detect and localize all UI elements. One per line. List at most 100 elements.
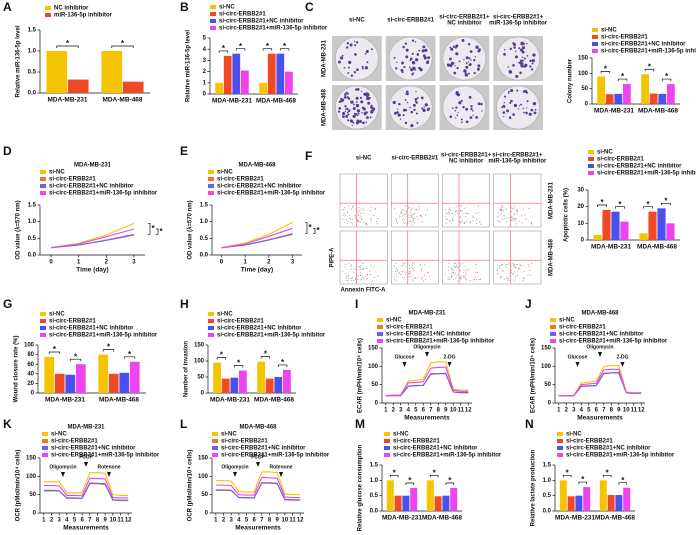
colony: [357, 121, 359, 124]
legend-swatch: [208, 170, 214, 174]
plate: [496, 36, 540, 81]
x-tick-label: 5: [73, 518, 77, 524]
panel-letter: D: [3, 144, 12, 158]
event-dot: [455, 210, 457, 212]
x-tick-label: 11: [458, 408, 465, 414]
event-dot: [478, 212, 480, 214]
event-dot: [513, 218, 515, 220]
event-dot: [412, 207, 414, 209]
colony: [473, 71, 476, 75]
y-tick-label: 0.0: [200, 253, 209, 259]
event-dot: [359, 268, 361, 270]
event-dot: [363, 209, 365, 211]
event-dot: [413, 277, 415, 279]
event-dot: [460, 205, 462, 207]
significance-star: *: [128, 350, 132, 359]
x-tick-label: 2: [222, 518, 226, 524]
bar: [238, 370, 247, 393]
event-dot: [458, 262, 460, 264]
colony: [393, 56, 396, 59]
significance-bracket: [602, 474, 612, 478]
event-dot: [500, 263, 502, 265]
y-axis-title: Relative lactate production: [531, 449, 537, 526]
y-tick-label: 0.5: [28, 236, 37, 242]
event-dot: [476, 271, 478, 273]
event-dot: [358, 214, 360, 216]
x-tick-label: 0: [220, 260, 224, 266]
event-dot: [359, 264, 361, 266]
event-dot: [349, 215, 351, 217]
event-dot: [397, 270, 399, 272]
colony: [344, 110, 347, 113]
bar: [75, 364, 86, 393]
colony: [472, 110, 474, 112]
colony: [424, 48, 428, 52]
x-tick-label: 2: [50, 518, 54, 524]
event-dot: [413, 213, 415, 215]
x-tick-label: 1: [384, 408, 388, 414]
event-dot: [403, 262, 405, 264]
colony: [481, 110, 483, 112]
event-dot: [508, 272, 510, 274]
x-axis-title: Measurements: [577, 415, 623, 422]
event-dot: [424, 214, 426, 216]
event-dot: [350, 265, 352, 267]
y-tick-label: 0.0: [543, 509, 552, 515]
colony: [396, 61, 398, 64]
event-dot: [462, 276, 464, 278]
event-dot: [480, 223, 482, 225]
y-tick-label: 10: [577, 221, 584, 227]
event-dot: [408, 270, 410, 272]
event-dot: [404, 266, 406, 268]
x-tick-label: 2: [267, 260, 271, 266]
event-dot: [410, 273, 412, 275]
bar: [215, 82, 224, 94]
colony: [510, 99, 513, 103]
event-dot: [451, 270, 453, 272]
y-tick-label: 20: [27, 381, 34, 387]
legend-label: si-circ-ERBB2#1+miR-136-5p inhibitor: [601, 49, 696, 55]
colony: [343, 96, 347, 99]
colony: [460, 99, 463, 102]
legend-swatch: [210, 5, 216, 9]
event-dot: [343, 221, 345, 223]
bar: [67, 79, 89, 93]
bar: [213, 362, 222, 393]
x-tick-label: 7: [602, 408, 606, 414]
colony: [370, 105, 373, 109]
colony: [364, 66, 368, 70]
colony: [361, 112, 363, 114]
x-tick-label: 9: [275, 518, 279, 524]
colony: [472, 114, 474, 117]
y-tick-label: 100: [198, 474, 209, 480]
event-dot: [420, 216, 422, 218]
event-dot: [498, 207, 500, 209]
event-dot: [408, 214, 410, 216]
event-dot: [460, 276, 462, 278]
x-tick-label: 12: [465, 408, 472, 414]
event-dot: [408, 271, 410, 273]
event-dot: [420, 215, 422, 217]
event-dot: [463, 222, 465, 224]
panel-letter: A: [3, 0, 12, 14]
colony: [347, 119, 350, 122]
event-dot: [500, 207, 502, 209]
event-dot: [346, 280, 348, 282]
legend-label: si-circ-ERBB2#1: [601, 35, 648, 41]
colony: [453, 71, 457, 75]
colony: [361, 67, 364, 70]
y-tick-label: 0.5: [543, 493, 552, 499]
event-dot: [402, 270, 404, 272]
event-dot: [515, 219, 517, 221]
event-dot: [472, 216, 474, 218]
column-label: si-circ-ERBB2#1+: [441, 153, 492, 159]
colony: [469, 63, 472, 66]
event-dot: [408, 276, 410, 278]
annotation: FCCP: [251, 454, 265, 460]
x-axis-title: Measurements: [235, 525, 281, 532]
event-dot: [516, 208, 518, 210]
event-dot: [505, 208, 507, 210]
event-dot: [344, 207, 346, 209]
event-dot: [408, 273, 410, 275]
colony: [457, 112, 459, 114]
